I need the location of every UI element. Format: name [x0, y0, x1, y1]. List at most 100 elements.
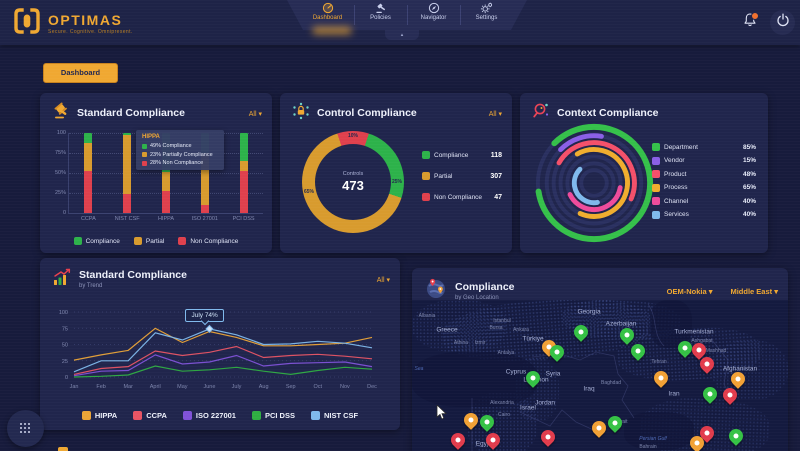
legend-item-pci-dss[interactable]: PCI DSS: [251, 411, 295, 420]
control-donut-chart[interactable]: [302, 131, 404, 233]
legend-label: Channel: [664, 197, 689, 205]
power-icon: [776, 13, 790, 32]
ring-product: [551, 140, 637, 226]
y-axis-tick: 75%: [54, 150, 66, 156]
oem-filter-dropdown[interactable]: OEM-Nokia ▾: [666, 287, 713, 296]
map-label-athina: Athina: [453, 340, 469, 346]
card-standard-header: Standard Compliance All ▾: [40, 93, 272, 125]
nav-item-dashboard[interactable]: Dashboard: [302, 0, 354, 30]
region-filter-dropdown[interactable]: Middle East ▾: [730, 287, 778, 296]
geo-map[interactable]: Albania Greece Athina Izmir Istanbul Bursa Ank…: [412, 300, 788, 451]
legend-label: CCPA: [146, 411, 167, 420]
bar-segment: [161, 172, 170, 191]
bar-segment: [123, 193, 132, 213]
trend-line-chart[interactable]: 0 25 50 75 100 Jan Feb Mar April May June July Aug Se…: [40, 302, 400, 400]
map-label-syria: Syria: [545, 370, 561, 378]
bar-segment: [161, 190, 170, 213]
map-label-israel: Israel: [520, 404, 536, 412]
legend-value: 48%: [742, 170, 756, 178]
legend-item-non-compliance[interactable]: Non Compliance: [178, 237, 238, 245]
x-axis-label: PCI DSS: [232, 216, 255, 222]
card-geo-titles: Compliance by Geo Location: [455, 282, 515, 301]
legend-label: Process: [664, 184, 688, 191]
svg-text:Sep: Sep: [286, 384, 296, 390]
legend-item-iso-227001[interactable]: ISO 227001: [182, 411, 236, 420]
bar-segment: [200, 205, 209, 213]
legend-item-non-compliance[interactable]: Non Compliance 47: [422, 193, 502, 201]
svg-text:Mar: Mar: [123, 384, 133, 390]
svg-text:25: 25: [62, 359, 68, 365]
trend-filter-dropdown[interactable]: All ▾: [376, 276, 390, 284]
card-title: Standard Compliance: [79, 269, 187, 282]
x-axis-label: CCPA: [80, 216, 96, 222]
nav-item-settings[interactable]: Settings: [461, 0, 513, 30]
legend-item-department[interactable]: Department 85%: [652, 143, 756, 151]
map-label-greece: Greece: [436, 326, 458, 334]
bar-column-ccpa[interactable]: [69, 133, 108, 213]
map-label-persian-gulf: Persian Gulf: [639, 436, 667, 442]
tooltip-text: 28% Non Compliance: [150, 160, 204, 166]
legend-item-partial[interactable]: Partial 307: [422, 172, 502, 180]
tooltip-text: 23% Partially Compliance: [150, 151, 213, 158]
brand-name: OPTIMAS: [48, 12, 123, 28]
card-standard-compliance: Standard Compliance All ▾ 100 75% 50% 25% 0 C…: [40, 93, 272, 253]
tooltip-title: HIPPA: [142, 134, 160, 140]
control-filter-dropdown[interactable]: All ▾: [488, 110, 502, 118]
bar-segment: [84, 133, 93, 143]
legend-swatch: [81, 411, 91, 420]
card-geo-compliance: Compliance by Geo Location OEM-Nokia ▾ M…: [412, 268, 788, 451]
map-label-afghanistan: Afghanistan: [722, 365, 758, 373]
bar-segment: [84, 171, 93, 213]
nav-item-navigator[interactable]: Navigator: [408, 0, 460, 30]
legend-item-nist-csf[interactable]: NIST CSF: [310, 411, 358, 420]
apps-grid-button[interactable]: [7, 410, 44, 447]
legend-value: 47: [494, 193, 502, 201]
control-legend: Compliance 118 Partial 307 Non Compliance 47: [422, 151, 502, 214]
legend-item-channel[interactable]: Channel 40%: [652, 197, 756, 205]
legend-item-hippa[interactable]: HIPPA: [81, 411, 117, 420]
bar-column-pci-dss[interactable]: [224, 133, 263, 213]
svg-text:June: June: [203, 384, 215, 390]
bar-segment: [123, 134, 132, 194]
nav-divider: [407, 5, 408, 25]
map-label-iran: Iran: [668, 390, 680, 398]
trend-line-ccpa: [73, 345, 373, 375]
legend-item-product[interactable]: Product 48%: [652, 170, 756, 178]
map-label-ashgabat: Ashgabat: [691, 338, 713, 344]
legend-item-vendor[interactable]: Vendor 15%: [652, 156, 756, 165]
notification-bell-button[interactable]: [737, 10, 762, 35]
context-radial-chart[interactable]: [530, 119, 658, 247]
power-button[interactable]: [770, 10, 795, 35]
map-label-antalya: Antalya: [497, 350, 515, 356]
nav-collapse-tab[interactable]: ▴: [385, 30, 419, 40]
legend-item-partial[interactable]: Partial: [133, 237, 164, 245]
legend-label: Product: [664, 170, 687, 178]
geo-filters: OEM-Nokia ▾ Middle East ▾: [667, 287, 778, 296]
dashboard-page-button[interactable]: Dashboard: [43, 63, 118, 83]
bar-column-nist-csf[interactable]: [108, 133, 147, 213]
trend-tooltip: July 74%: [185, 308, 224, 322]
standard-filter-dropdown[interactable]: All ▾: [248, 110, 262, 118]
svg-text:July: July: [232, 384, 242, 390]
mouse-cursor: [436, 404, 448, 426]
nav-item-policies[interactable]: Policies: [355, 0, 407, 30]
map-label-albania: Albania: [418, 313, 436, 319]
legend-label: ISO 227001: [195, 411, 236, 420]
donut-center-value: 473: [342, 178, 364, 193]
svg-text:Nov: Nov: [340, 384, 350, 390]
legend-item-ccpa[interactable]: CCPA: [133, 411, 167, 420]
map-label-sea: Sea: [414, 366, 424, 372]
svg-text:Jan: Jan: [70, 384, 79, 390]
card-trend-titles: Standard Compliance by Trend: [79, 270, 187, 289]
legend-item-process[interactable]: Process 65%: [652, 183, 756, 192]
card-title: Control Compliance: [317, 106, 417, 119]
legend-item-services[interactable]: Services 40%: [652, 210, 756, 219]
legend-item-compliance[interactable]: Compliance: [73, 237, 120, 245]
card-trend-header: Standard Compliance by Trend All ▾: [40, 258, 400, 292]
legend-label: Non Compliance: [190, 237, 239, 245]
card-context-compliance: Context Compliance Department 85% Vendor 15…: [520, 93, 768, 253]
bar-segment: [239, 133, 248, 162]
svg-text:Dec: Dec: [367, 384, 377, 390]
legend-item-compliance[interactable]: Compliance 118: [422, 151, 502, 159]
